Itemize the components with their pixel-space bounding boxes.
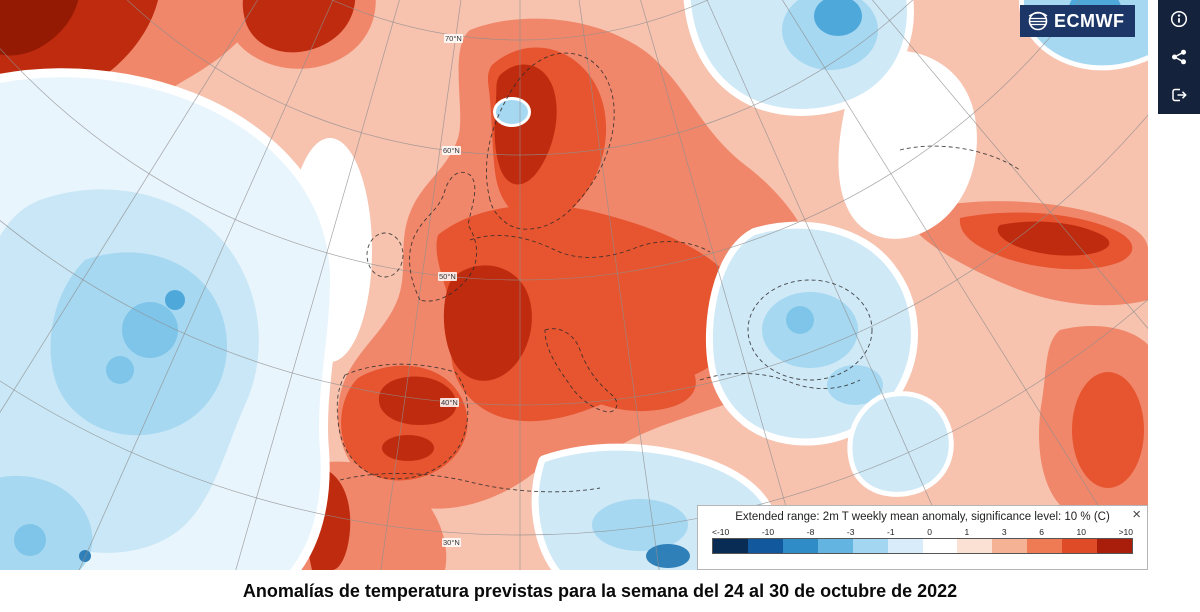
legend-tick-label: -1 <box>887 527 895 537</box>
toolbar-rail <box>1158 0 1200 114</box>
legend-tick-label: -10 <box>761 527 775 537</box>
bottomleft-cold-spot <box>14 524 46 556</box>
atlantic-cold-spot <box>106 356 134 384</box>
legend-color-segment <box>1027 539 1063 553</box>
legend-color-segment <box>922 539 958 553</box>
latitude-label-50n: 50°N <box>438 272 457 281</box>
legend-color-segment <box>992 539 1028 553</box>
legend-tick-label: 10 <box>1076 527 1086 537</box>
east-dark-warm-streak <box>997 221 1110 256</box>
latitude-label-70n: 70°N <box>444 34 463 43</box>
legend-title: Extended range: 2m T weekly mean anomaly… <box>735 511 1110 523</box>
export-icon <box>1172 88 1187 102</box>
legend-tick-label: >10 <box>1118 527 1133 537</box>
legend-color-segment <box>1097 539 1133 553</box>
topcenter-cold-deep <box>814 0 862 36</box>
south-spain-dark-warm <box>382 435 434 461</box>
legend-tick-label: -8 <box>806 527 815 537</box>
legend-panel: × Extended range: 2m T weekly mean anoma… <box>697 505 1148 570</box>
norwegian-coast-cold-spot <box>493 97 531 127</box>
ecmwf-globe-icon <box>1028 11 1048 31</box>
caption-text: Anomalías de temperatura previstas para … <box>242 580 958 601</box>
legend-tick-label: 6 <box>1039 527 1044 537</box>
significance-contour <box>747 279 873 381</box>
france-dark-warm-core <box>443 265 532 381</box>
legend-color-segment <box>887 539 923 553</box>
topleft-darkest-warm <box>0 0 79 56</box>
legend-color-segment <box>747 539 783 553</box>
russia-contour <box>899 145 1021 171</box>
export-button[interactable] <box>1162 80 1196 110</box>
caspian-cold-region <box>847 391 954 497</box>
bottom-right-strong-warm <box>1072 372 1144 488</box>
legend-tick-label: 1 <box>964 527 970 537</box>
uk-coastline <box>409 171 477 302</box>
iberia-coastline <box>336 363 469 480</box>
pyrenees-dark-warm-core <box>378 376 457 426</box>
legend-ticks: <-10 -10 -8 -3 -1 0 1 3 6 10 >10 <box>712 527 1133 537</box>
anomaly-map-svg <box>0 0 1148 570</box>
caption-bar: Anomalías de temperatura previstas para … <box>0 570 1200 612</box>
legend-color-segment <box>957 539 993 553</box>
rightmid-cold-spot <box>786 306 814 334</box>
legend-close-button[interactable]: × <box>1132 506 1141 523</box>
legend-tick-label: -3 <box>846 527 855 537</box>
ireland-coastline <box>366 232 404 278</box>
share-button[interactable] <box>1162 42 1196 72</box>
atlantic-cold-deep-spot <box>165 290 185 310</box>
share-icon <box>1172 49 1186 65</box>
latitude-label-30n: 30°N <box>442 538 461 547</box>
legend-tick-label: 0 <box>927 527 932 537</box>
bottomcenter-cold-navy <box>646 544 690 568</box>
rightmid-cold-mid <box>762 292 858 368</box>
balkans-strong-warm <box>551 326 696 412</box>
italy-coastline <box>544 328 618 413</box>
anomaly-map[interactable]: 70°N 60°N 50°N 40°N 30°N × Extended rang… <box>0 0 1148 570</box>
info-button[interactable] <box>1162 4 1196 34</box>
ecmwf-logo[interactable]: ECMWF <box>1020 5 1135 37</box>
bottomleft-cold-navy-dot <box>79 550 91 562</box>
latitude-label-60n: 60°N <box>442 146 461 155</box>
cold-anomaly-regions <box>0 0 1148 570</box>
atlantic-cold-spot <box>122 302 178 358</box>
logo-text: ECMWF <box>1054 10 1125 31</box>
info-icon <box>1170 10 1188 28</box>
legend-color-segment <box>817 539 853 553</box>
latitude-label-40n: 40°N <box>440 398 459 407</box>
legend-tick-label: <-10 <box>712 527 730 537</box>
legend-tick-label: 3 <box>1001 527 1007 537</box>
legend-colorbar <box>712 538 1133 554</box>
bottomcenter-cold-mid <box>592 499 688 551</box>
black-sea-coast <box>699 373 861 390</box>
legend-color-segment <box>852 539 888 553</box>
legend-color-segment <box>713 539 748 553</box>
north-europe-coast <box>469 235 711 258</box>
coastlines <box>336 52 1021 493</box>
legend-color-segment <box>782 539 818 553</box>
legend-color-segment <box>1062 539 1098 553</box>
rightmid-cold-mid <box>827 365 883 405</box>
white-nw-russia <box>838 50 977 239</box>
